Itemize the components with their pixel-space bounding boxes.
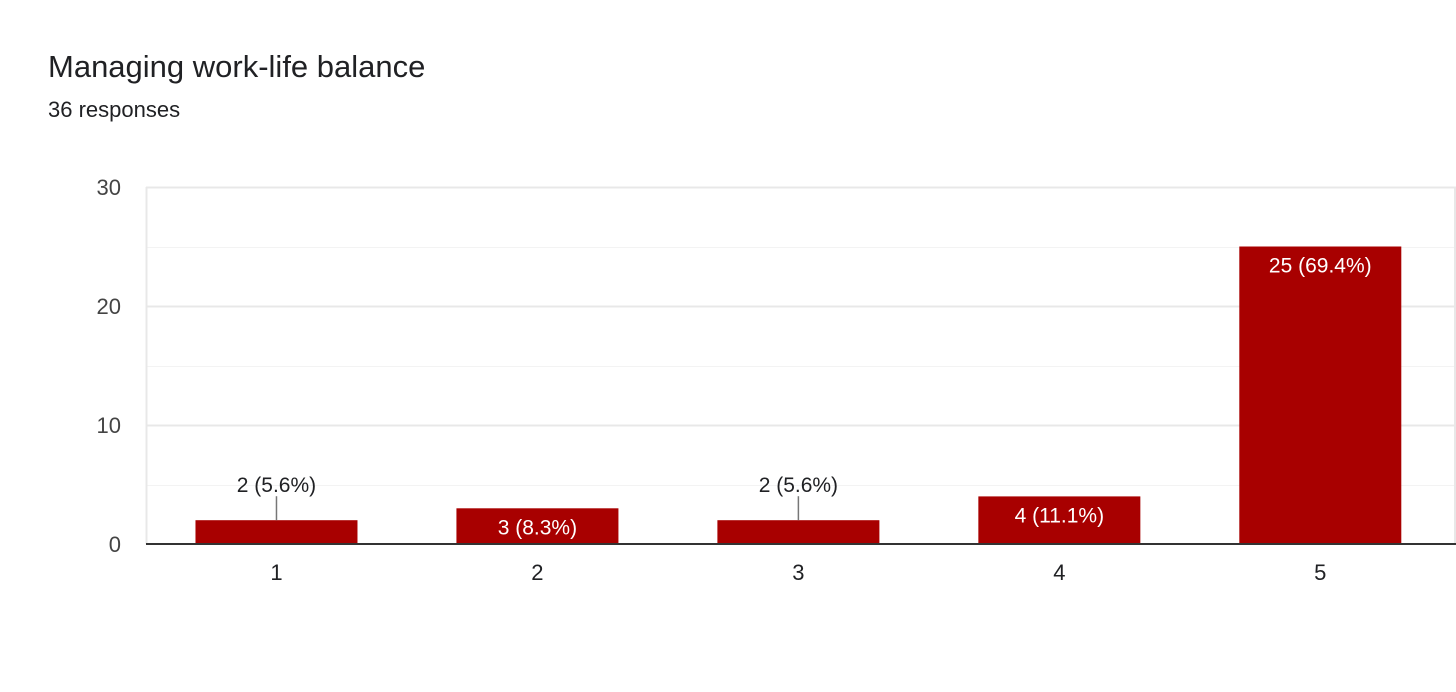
x-tick-label: 3 — [792, 560, 804, 585]
chart-title: Managing work-life balance — [48, 49, 426, 84]
bar-3 — [717, 520, 880, 544]
bar-5 — [1239, 246, 1402, 544]
bar-1 — [195, 520, 358, 544]
x-tick-label: 1 — [270, 560, 282, 585]
data-label: 2 (5.6%) — [759, 474, 838, 497]
data-label: 25 (69.4%) — [1269, 255, 1372, 278]
bar-2 — [456, 508, 619, 544]
data-label: 3 (8.3%) — [498, 516, 577, 539]
y-tick-label: 20 — [97, 294, 121, 319]
x-tick-label: 5 — [1314, 560, 1326, 585]
x-tick-label: 2 — [531, 560, 543, 585]
y-tick-label: 10 — [97, 413, 121, 438]
x-tick-label: 4 — [1053, 560, 1065, 585]
data-label: 2 (5.6%) — [237, 474, 316, 497]
y-tick-label: 30 — [97, 175, 121, 200]
bar-4 — [978, 496, 1141, 544]
response-count: 36 responses — [48, 97, 181, 122]
y-tick-label: 0 — [109, 532, 121, 557]
data-label: 4 (11.1%) — [1015, 504, 1105, 527]
